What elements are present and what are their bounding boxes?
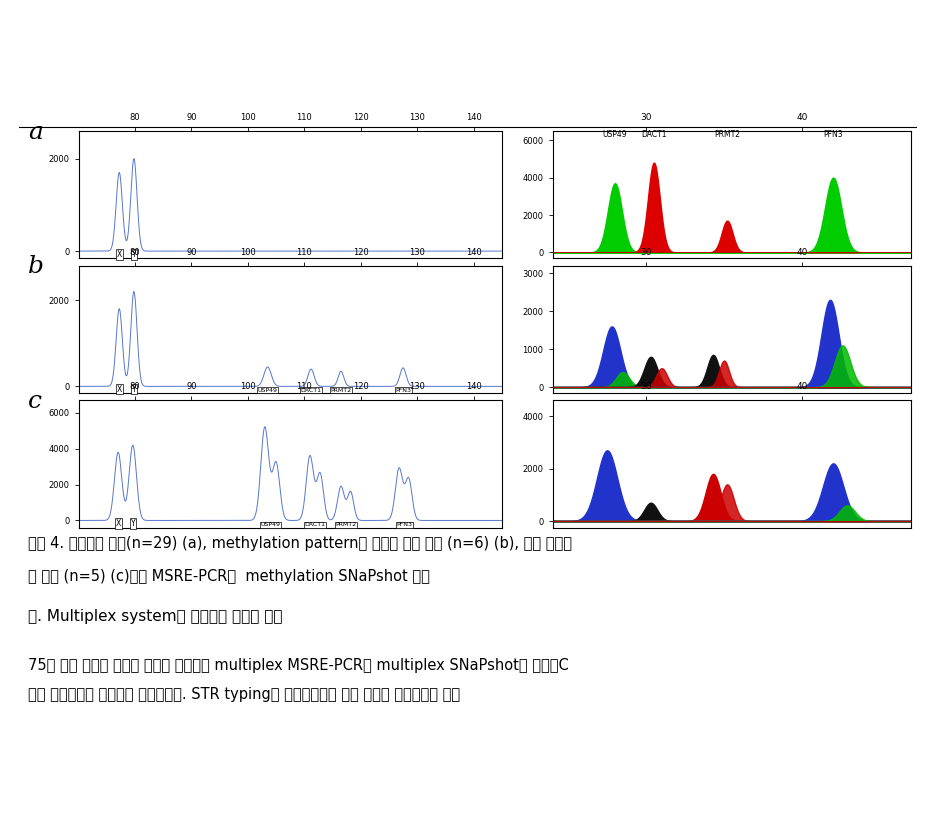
Text: 가한 영역에서의 효용성을 평가하였을. STR typing이 불가능하였던 타액 시료를 제인하고는 모든: 가한 영역에서의 효용성을 평가하였을. STR typing이 불가능하였던 …	[28, 687, 460, 702]
Text: USP49: USP49	[258, 388, 278, 393]
Text: 나. Multiplex system의 법의학적 효용성 평가: 나. Multiplex system의 법의학적 효용성 평가	[28, 609, 282, 624]
Text: X: X	[116, 519, 121, 528]
Text: USP49: USP49	[602, 130, 627, 139]
Text: PFN3: PFN3	[823, 130, 843, 139]
Text: a: a	[28, 121, 43, 144]
Text: 75일 동안 환경에 노출된 시료를 대상으로 multiplex MSRE-PCR과 multiplex SNaPshot을 수행하C: 75일 동안 환경에 노출된 시료를 대상으로 multiplex MSRE-P…	[28, 658, 569, 673]
Text: PFN3: PFN3	[395, 388, 411, 393]
Text: USP49: USP49	[261, 522, 280, 527]
Text: 그림 4. 일반적인 정액(n=29) (a), methylation pattern을 보이는 일부 정액 (n=6) (b), 정관 수술한: 그림 4. 일반적인 정액(n=29) (a), methylation pat…	[28, 536, 572, 551]
Text: X: X	[117, 249, 122, 258]
Text: PRMT2: PRMT2	[714, 130, 740, 139]
Text: 의 정액 (n=5) (c)에서 MSRE-PCR과  methylation SNaPshot 결과: 의 정액 (n=5) (c)에서 MSRE-PCR과 methylation S…	[28, 569, 429, 583]
Text: DACT1: DACT1	[301, 388, 322, 393]
Text: DACT1: DACT1	[641, 130, 667, 139]
Text: PFN3: PFN3	[396, 522, 413, 527]
Text: Y: Y	[131, 384, 136, 393]
Text: b: b	[28, 255, 43, 278]
Text: PRMT2: PRMT2	[336, 522, 357, 527]
Text: Y: Y	[130, 519, 135, 528]
Text: X: X	[117, 384, 122, 393]
Text: PRMT2: PRMT2	[330, 388, 352, 393]
Text: DACT1: DACT1	[304, 522, 326, 527]
Text: Y: Y	[131, 249, 136, 258]
Text: c: c	[28, 390, 42, 413]
